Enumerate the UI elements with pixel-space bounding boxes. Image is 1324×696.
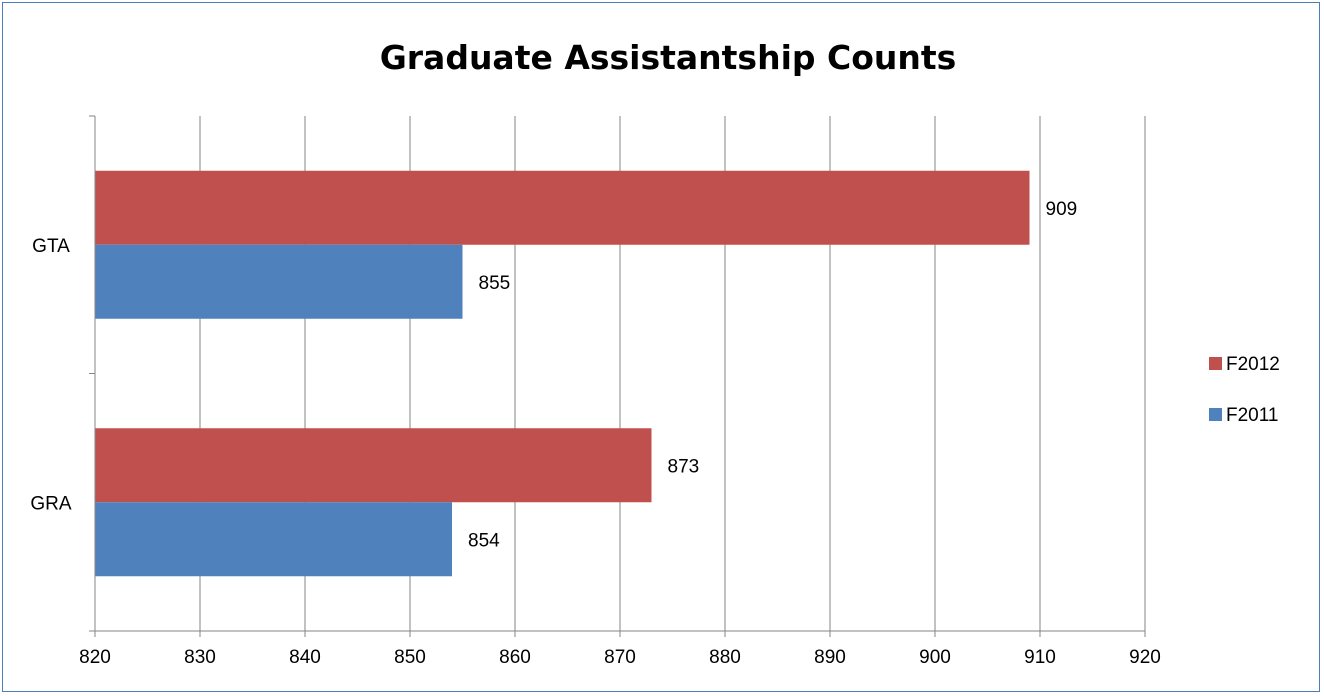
x-tick-label: 890 [814,647,846,668]
data-label: 909 [1046,199,1078,220]
data-label: 855 [479,273,511,294]
x-tick-label: 910 [1024,647,1056,668]
bar-F2011-GTA [95,244,463,319]
x-tick-label: 900 [919,647,951,668]
category-label: GRA [30,493,72,514]
bar-F2011-GRA [95,502,452,577]
x-tick-label: 880 [709,647,741,668]
x-tick-label: 820 [79,647,111,668]
x-tick-label: 840 [289,647,321,668]
axes [89,115,1146,637]
data-label: 873 [668,456,700,477]
legend-swatch [1209,357,1222,370]
x-tick-label: 870 [604,647,636,668]
x-tick-label: 850 [394,647,426,668]
data-label: 854 [468,530,500,551]
x-tick-label: 860 [499,647,531,668]
bar-chart: Graduate Assistantship Counts 820 830 840 8… [30,38,1280,668]
legend-label: F2012 [1226,354,1280,375]
legend-swatch [1209,408,1222,421]
bars [95,170,1030,577]
labels: 820 830 840 850 860 870 880 890 900 910 920 GTA 909 8… [30,199,1160,668]
category-label: GTA [32,236,70,257]
legend: F2012 F2011 [1209,354,1280,426]
x-tick-label: 920 [1129,647,1161,668]
bar-F2012-GRA [95,428,652,503]
bar-F2012-GTA [95,170,1030,245]
chart-title: Graduate Assistantship Counts [380,38,957,77]
x-tick-label: 830 [184,647,216,668]
legend-label: F2011 [1226,405,1278,426]
